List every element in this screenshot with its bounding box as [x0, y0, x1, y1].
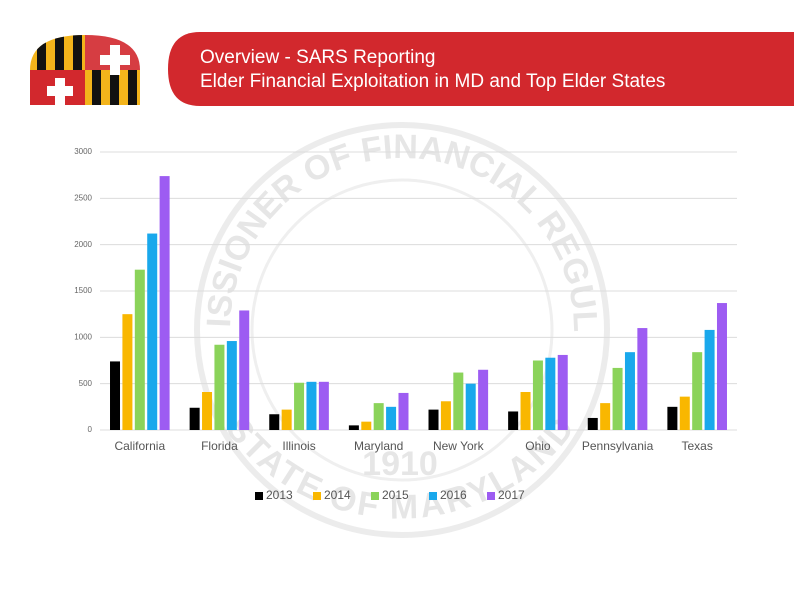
- bar: [520, 392, 531, 430]
- bar: [557, 354, 568, 430]
- bar: [239, 310, 250, 430]
- bar: [226, 341, 237, 430]
- x-tick-label: Maryland: [354, 439, 403, 453]
- legend-swatch: [313, 492, 321, 500]
- bar: [147, 233, 158, 430]
- legend-swatch: [255, 492, 263, 500]
- y-tick-label: 2500: [74, 193, 92, 202]
- bar: [612, 367, 623, 430]
- bar: [122, 314, 133, 430]
- bar: [134, 269, 145, 430]
- legend-swatch: [429, 492, 437, 500]
- y-tick-label: 1500: [74, 286, 92, 295]
- bar: [428, 409, 439, 430]
- bar: [361, 421, 372, 430]
- bar: [110, 361, 121, 430]
- y-tick-label: 3000: [74, 147, 92, 156]
- bar: [202, 392, 213, 430]
- bar: [373, 403, 384, 430]
- bar: [386, 406, 397, 430]
- y-tick-label: 0: [88, 425, 93, 434]
- header: Overview - SARS Reporting Elder Financia…: [30, 32, 794, 106]
- bar: [465, 383, 476, 430]
- seal-ring: [250, 178, 554, 482]
- bar: [214, 344, 225, 430]
- legend-label: 2016: [440, 488, 467, 502]
- title-line: Overview - SARS Reporting: [200, 47, 435, 68]
- x-tick-label: Florida: [201, 439, 238, 453]
- seal-ring: [194, 122, 610, 538]
- bar: [545, 357, 556, 430]
- bar: [704, 329, 715, 430]
- title-line: Elder Financial Exploitation in MD and T…: [200, 71, 665, 92]
- bar: [624, 352, 635, 430]
- chart: 0 500 1000 1500 2000 2500 3000 California Florid…: [74, 147, 737, 502]
- bar: [508, 411, 519, 430]
- x-tick-label: New York: [433, 439, 485, 453]
- legend-swatch: [487, 492, 495, 500]
- bar: [189, 407, 200, 430]
- legend-label: 2013: [266, 488, 293, 502]
- y-tick-label: 1000: [74, 332, 92, 341]
- legend-swatch: [371, 492, 379, 500]
- legend-label: 2017: [498, 488, 525, 502]
- x-tick-label: Pennsylvania: [582, 439, 654, 453]
- bar: [587, 417, 598, 430]
- x-tick-label: California: [114, 439, 165, 453]
- bar: [398, 392, 409, 430]
- bar: [281, 409, 292, 430]
- bar: [692, 352, 703, 430]
- bar: [269, 414, 280, 430]
- bar: [679, 396, 690, 430]
- bar: [294, 382, 305, 430]
- logo: [30, 35, 140, 105]
- bar: [348, 425, 359, 430]
- y-tick-label: 500: [79, 379, 93, 388]
- bar: [453, 372, 464, 430]
- title-banner: [168, 32, 794, 106]
- bar: [667, 406, 678, 430]
- bar: [716, 303, 727, 430]
- bar: [306, 381, 317, 430]
- bar: [600, 403, 611, 430]
- legend-label: 2015: [382, 488, 409, 502]
- bar: [159, 176, 170, 430]
- legend-label: 2014: [324, 488, 351, 502]
- bar: [478, 369, 489, 430]
- bar: [440, 401, 451, 430]
- bar: [318, 381, 329, 430]
- x-tick-label: Ohio: [525, 439, 551, 453]
- x-tick-label: Texas: [682, 439, 713, 453]
- bar: [532, 360, 543, 430]
- seal-year: 1910: [362, 445, 438, 483]
- x-tick-label: Illinois: [282, 439, 315, 453]
- bar: [637, 328, 648, 430]
- y-tick-label: 2000: [74, 240, 92, 249]
